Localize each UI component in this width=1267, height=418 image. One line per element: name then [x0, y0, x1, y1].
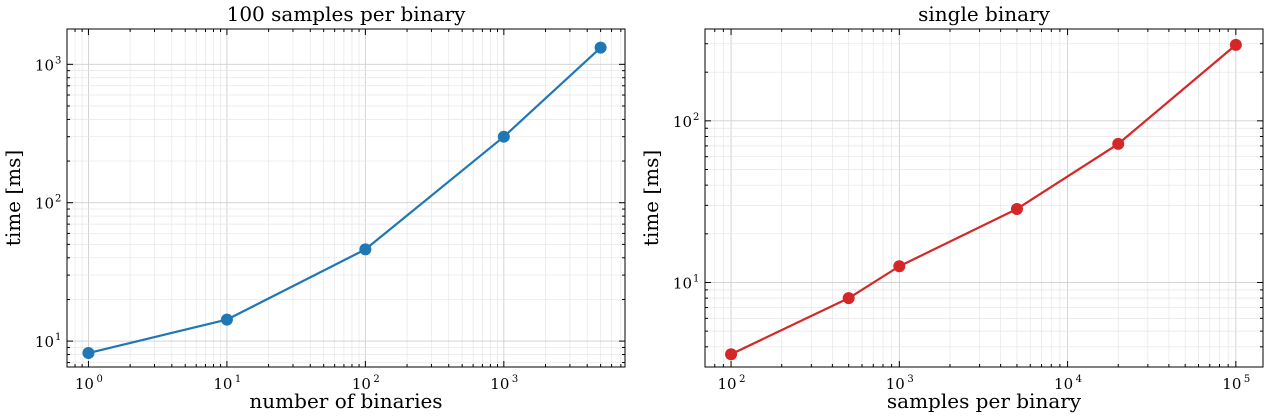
series-line: [88, 46, 602, 355]
data-point: [1229, 38, 1242, 51]
x-tick-label: 10: [1054, 375, 1073, 393]
y-tick-label-exponent: 3: [55, 55, 61, 66]
x-tick-label: 10: [886, 375, 905, 393]
chart-title: single binary: [918, 2, 1050, 26]
x-axis-label: samples per binary: [887, 389, 1082, 413]
y-tick-label-exponent: 1: [693, 273, 699, 284]
data-point: [842, 292, 855, 305]
x-tick-label: 10: [213, 375, 232, 393]
y-tick-label-exponent: 2: [55, 194, 61, 205]
x-tick-label-exponent: 5: [1244, 374, 1250, 385]
x-tick-label: 10: [352, 375, 371, 393]
x-tick-label-exponent: 3: [907, 374, 913, 385]
x-tick-label: 10: [718, 375, 737, 393]
data-point: [497, 130, 510, 143]
x-tick-label: 10: [75, 375, 94, 393]
x-tick-label-exponent: 1: [235, 374, 241, 385]
y-tick-label-exponent: 2: [693, 112, 699, 123]
x-tick-label-exponent: 3: [512, 374, 518, 385]
data-point: [594, 41, 607, 54]
x-tick-label-exponent: 2: [373, 374, 379, 385]
data-point: [1010, 202, 1023, 215]
series: [82, 41, 607, 360]
x-tick-label-exponent: 2: [739, 374, 745, 385]
data-point: [725, 348, 738, 361]
data-point: [220, 313, 233, 326]
y-axis-label: time [ms]: [1, 150, 25, 246]
y-tick-label: 10: [673, 274, 692, 292]
grid: [704, 29, 1263, 368]
grid: [66, 29, 625, 367]
ticks: 10 2 10 3 10 4 10 510 110 2: [673, 29, 1263, 393]
y-tick-label: 10: [35, 333, 54, 351]
data-point: [893, 260, 906, 273]
x-tick-label: 10: [1222, 375, 1241, 393]
ticks: 10 0 10 1 10 2 10 310 110 210 3: [35, 29, 625, 393]
x-axis-label: number of binaries: [249, 389, 442, 413]
series-line: [730, 44, 1237, 356]
x-tick-label: 10: [490, 375, 509, 393]
chart-title: 100 samples per binary: [227, 2, 466, 26]
data-point: [359, 243, 372, 256]
series: [725, 38, 1242, 361]
chart-time-vs-number-of-binaries: 10 0 10 1 10 2 10 310 110 210 3 100 samples per bi…: [1, 2, 626, 413]
x-tick-label-exponent: 0: [96, 374, 102, 385]
y-tick-label-exponent: 1: [55, 332, 61, 343]
x-tick-label-exponent: 4: [1076, 374, 1082, 385]
plot-frame: [704, 28, 1264, 368]
data-point: [82, 347, 95, 360]
chart-time-vs-samples-per-binary: 10 2 10 3 10 4 10 510 110 2 single binary samples…: [639, 2, 1264, 413]
y-tick-label: 10: [35, 195, 54, 213]
y-tick-label: 10: [35, 56, 54, 74]
data-point: [1112, 137, 1125, 150]
y-tick-label: 10: [673, 113, 692, 131]
plot-frame: [66, 28, 626, 368]
y-axis-label: time [ms]: [639, 150, 663, 246]
